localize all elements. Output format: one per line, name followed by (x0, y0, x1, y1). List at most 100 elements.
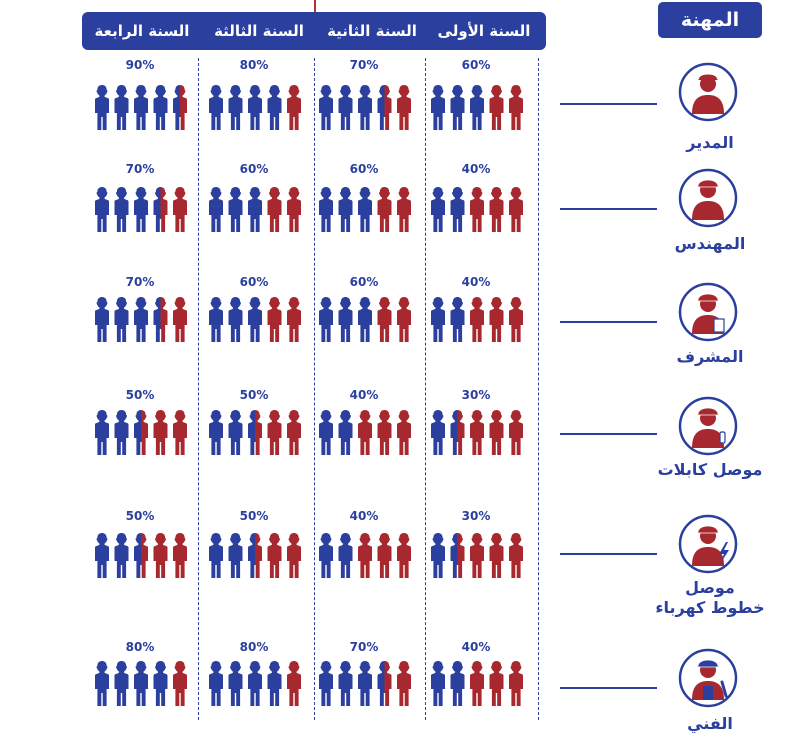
people-figure-group (207, 186, 302, 234)
person-figure (338, 533, 352, 578)
people-figure-group (207, 660, 302, 708)
person-figure (489, 187, 503, 232)
cable-jointer-icon (678, 396, 738, 456)
people-figure-group (429, 409, 524, 457)
row-connector-line (560, 687, 657, 689)
engineer-icon (678, 168, 738, 228)
percentage-label: 70% (112, 162, 168, 176)
person-figure (228, 410, 242, 455)
person-figure (397, 187, 411, 232)
person-figure (267, 187, 281, 232)
person-figure (358, 297, 372, 342)
manager-icon (678, 62, 738, 122)
column-divider (538, 58, 539, 720)
person-figure (114, 533, 128, 578)
person-figure (377, 533, 391, 578)
person-figure (134, 297, 148, 342)
person-figure (153, 410, 167, 455)
person-figure (450, 85, 464, 130)
percentage-label: 70% (336, 640, 392, 654)
percentage-label: 40% (448, 162, 504, 176)
person-figure (358, 187, 372, 232)
person-figure (397, 410, 411, 455)
people-figure-group (429, 186, 524, 234)
person-figure (377, 187, 391, 232)
person-figure (509, 410, 523, 455)
person-figure (153, 661, 167, 706)
person-figure (338, 661, 352, 706)
person-figure (377, 85, 391, 130)
person-figure (287, 85, 301, 130)
person-figure (209, 297, 223, 342)
percentage-label: 50% (226, 388, 282, 402)
person-figure (114, 187, 128, 232)
person-figure (134, 85, 148, 130)
person-figure (470, 297, 484, 342)
job-label: موصل كابلات (650, 460, 770, 480)
people-figure-group (317, 660, 412, 708)
person-figure (470, 661, 484, 706)
person-figure (248, 533, 262, 578)
year-label-3: السنة الثالثة (203, 12, 315, 50)
person-figure (319, 661, 333, 706)
person-figure (134, 661, 148, 706)
column-divider (198, 58, 199, 720)
percentage-label: 60% (336, 162, 392, 176)
person-figure (267, 661, 281, 706)
row-connector-line (560, 103, 657, 105)
percentage-label: 50% (226, 509, 282, 523)
person-figure (114, 661, 128, 706)
person-figure (153, 297, 167, 342)
person-figure (114, 297, 128, 342)
people-figure-group (93, 296, 188, 344)
percentage-label: 60% (448, 58, 504, 72)
top-divider-tick (314, 0, 316, 12)
row-connector-line (560, 321, 657, 323)
person-figure (377, 410, 391, 455)
column-divider (314, 58, 315, 720)
person-figure (319, 187, 333, 232)
person-figure (173, 410, 187, 455)
person-figure (114, 410, 128, 455)
people-figure-group (429, 296, 524, 344)
percentage-label: 80% (226, 640, 282, 654)
percentage-label: 60% (226, 162, 282, 176)
person-figure (95, 85, 109, 130)
person-figure (95, 661, 109, 706)
person-figure (338, 297, 352, 342)
person-figure (377, 297, 391, 342)
person-figure (228, 533, 242, 578)
person-figure (450, 410, 464, 455)
technician-icon (678, 648, 738, 708)
person-figure (397, 533, 411, 578)
person-figure (450, 297, 464, 342)
person-figure (338, 410, 352, 455)
person-figure (450, 661, 464, 706)
person-figure (358, 533, 372, 578)
person-figure (95, 410, 109, 455)
person-figure (114, 85, 128, 130)
job-label: المهندس (650, 234, 770, 254)
person-figure (509, 661, 523, 706)
percentage-label: 70% (112, 275, 168, 289)
person-figure (228, 187, 242, 232)
person-figure (470, 533, 484, 578)
person-figure (397, 297, 411, 342)
person-figure (431, 533, 445, 578)
person-figure (209, 187, 223, 232)
percentage-label: 40% (448, 275, 504, 289)
people-figure-group (207, 409, 302, 457)
person-figure (248, 410, 262, 455)
people-figure-group (93, 84, 188, 132)
job-label: الفني (650, 714, 770, 734)
person-figure (267, 533, 281, 578)
person-figure (509, 85, 523, 130)
people-figure-group (429, 532, 524, 580)
percentage-label: 80% (112, 640, 168, 654)
person-figure (248, 661, 262, 706)
person-figure (209, 85, 223, 130)
person-figure (470, 85, 484, 130)
person-figure (173, 661, 187, 706)
people-figure-group (207, 84, 302, 132)
